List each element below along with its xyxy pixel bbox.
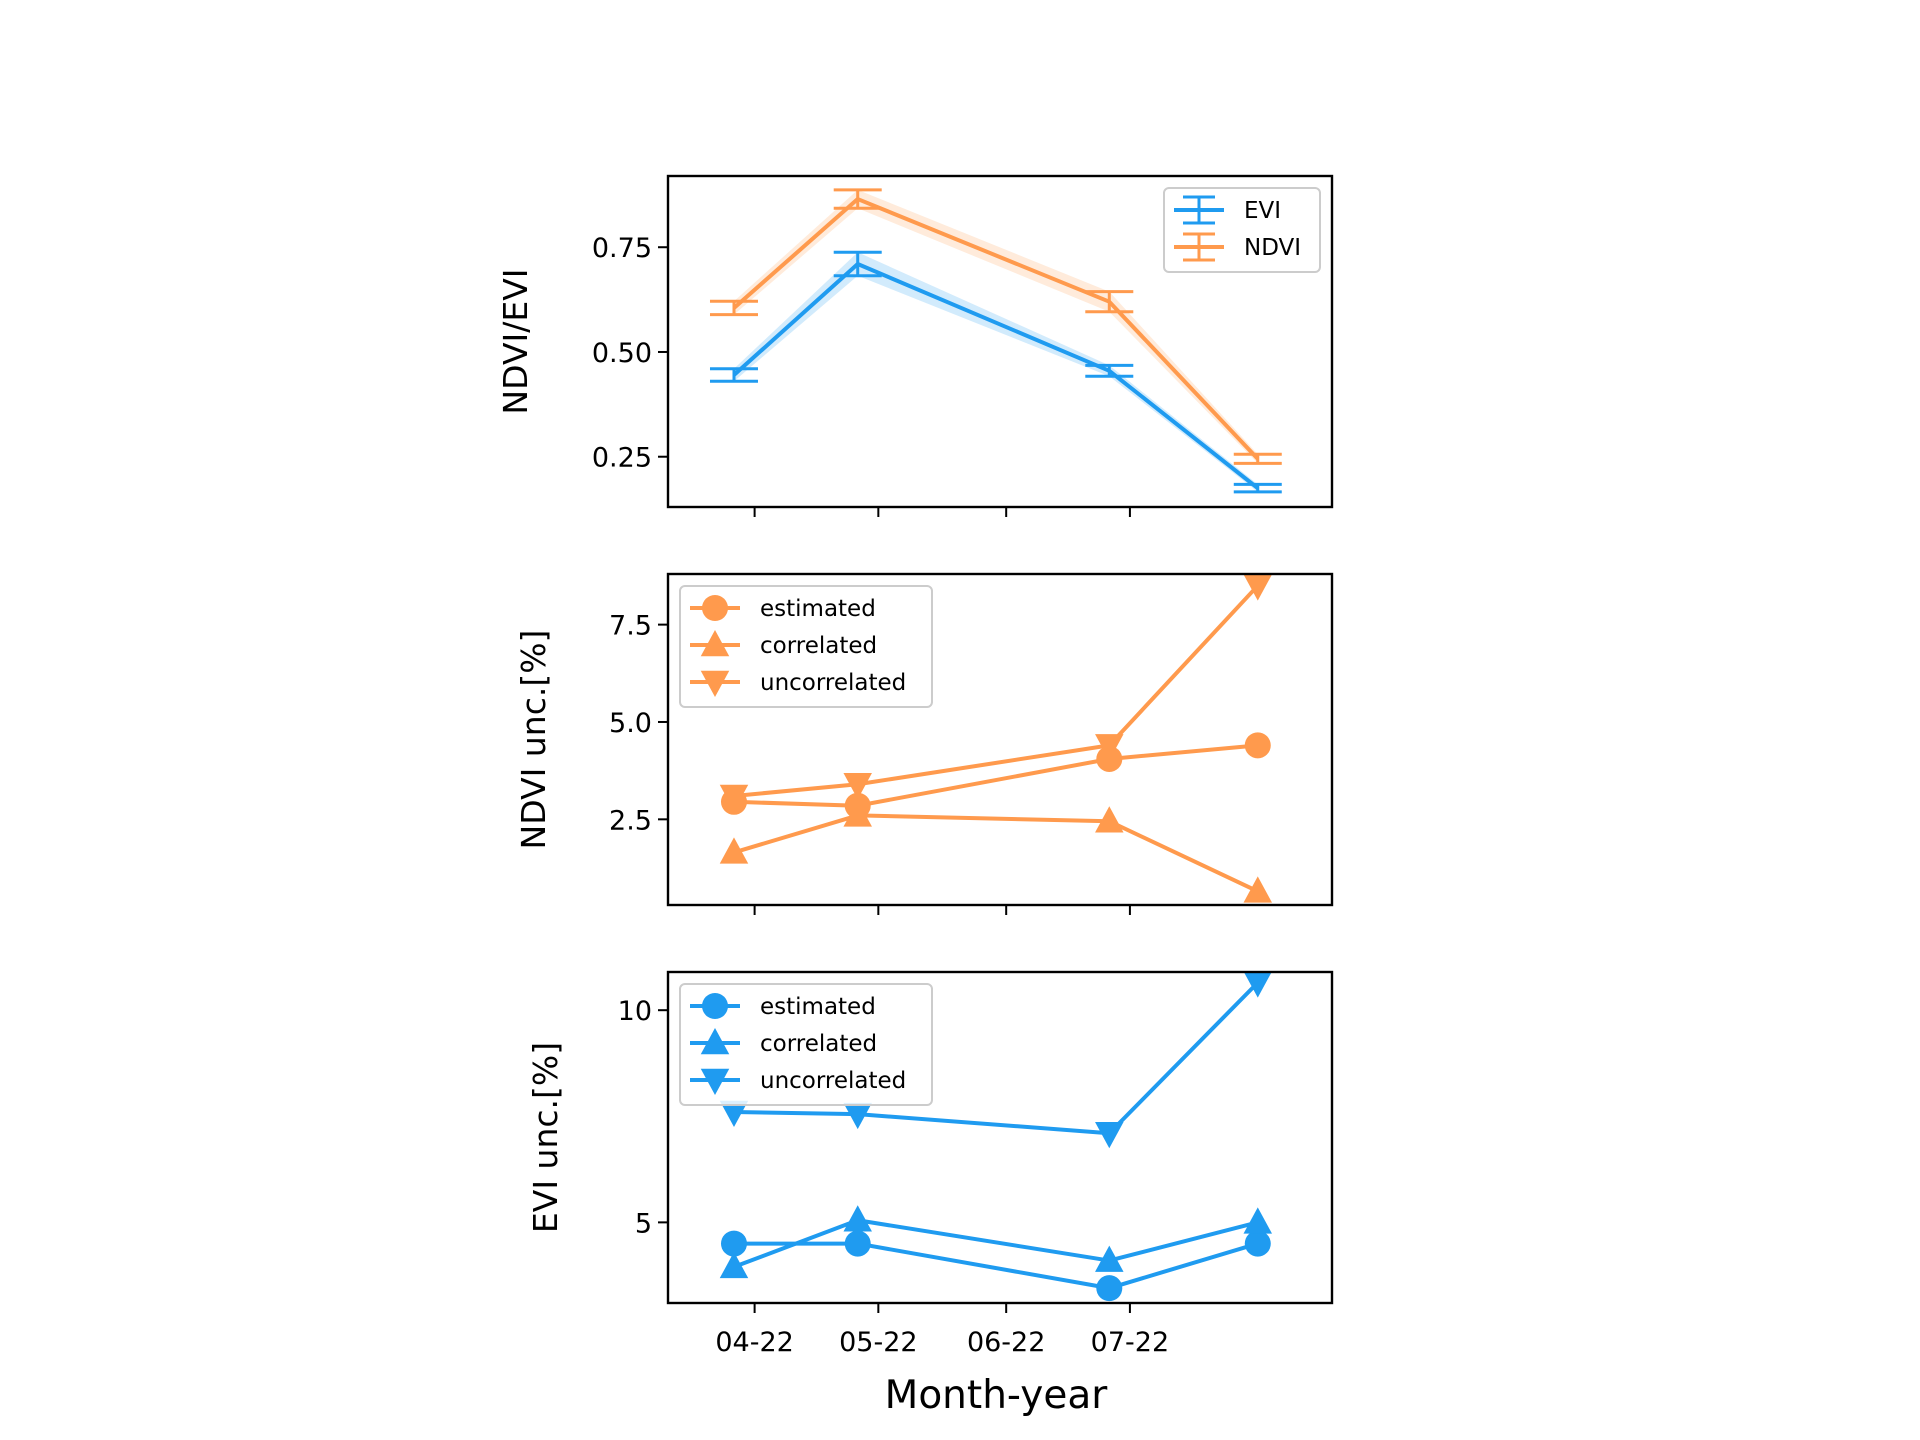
plot-frame bbox=[666, 174, 1334, 509]
data-point bbox=[719, 784, 749, 811]
y-axis-label: NDVI/EVI bbox=[496, 268, 535, 414]
legend-entry: uncorrelated bbox=[690, 1068, 906, 1095]
legend-entry: uncorrelated bbox=[690, 670, 906, 697]
data-point bbox=[843, 1205, 872, 1232]
data-point bbox=[1095, 1122, 1124, 1149]
data-point bbox=[719, 1100, 749, 1128]
series-evi bbox=[709, 250, 1282, 494]
series-line bbox=[733, 813, 1259, 894]
legend-label: estimated bbox=[760, 596, 876, 622]
panel-ndvi-uncertainty: 2.5 5.0 7.5 NDVI unc.[%] estimated correlated… bbox=[514, 572, 1334, 915]
data-point bbox=[843, 773, 872, 800]
y-tick-label: 7.5 bbox=[609, 611, 652, 642]
data-point bbox=[1243, 1207, 1273, 1234]
legend-entry: estimated bbox=[690, 595, 876, 622]
data-point bbox=[843, 1102, 872, 1130]
series-correlated bbox=[719, 800, 1273, 903]
series-ndvi bbox=[709, 188, 1282, 465]
legend-entry: NDVI bbox=[1174, 232, 1301, 262]
series-uncorrelated bbox=[719, 574, 1273, 811]
legend-label: EVI bbox=[1244, 198, 1281, 224]
legend-label: correlated bbox=[760, 1031, 877, 1057]
series-line bbox=[732, 197, 1260, 461]
series-line bbox=[733, 1218, 1259, 1269]
y-tick-label: 5.0 bbox=[609, 708, 652, 739]
x-axis-label: Month-year bbox=[885, 1373, 1109, 1418]
legend-marker bbox=[700, 630, 730, 657]
x-tick-label: 04-22 bbox=[715, 1327, 793, 1358]
series-line bbox=[732, 261, 1260, 490]
data-point bbox=[719, 837, 749, 864]
series-line bbox=[733, 981, 1260, 1136]
series-uncorrelated bbox=[719, 971, 1273, 1149]
data-point bbox=[1096, 1275, 1123, 1302]
y-tick-label: 2.5 bbox=[609, 805, 652, 836]
data-point bbox=[1243, 574, 1273, 601]
y-tick-label: 0.25 bbox=[592, 443, 652, 474]
legend-entry: EVI bbox=[1174, 195, 1281, 225]
y-tick-label: 5 bbox=[635, 1208, 652, 1239]
legend-label: uncorrelated bbox=[760, 1068, 906, 1094]
data-point bbox=[719, 1251, 749, 1279]
series-correlated bbox=[719, 1205, 1273, 1279]
panel-ndvi-evi: 0.25 0.50 0.75 NDVI/EVI EVI NDVI bbox=[496, 174, 1334, 517]
series-line bbox=[733, 1241, 1259, 1291]
data-point bbox=[1095, 1245, 1124, 1272]
y-axis-label: EVI unc.[%] bbox=[526, 1042, 565, 1233]
data-point bbox=[1243, 971, 1273, 998]
legend-marker bbox=[700, 670, 730, 697]
legend: EVI NDVI bbox=[1163, 187, 1321, 273]
series-estimated bbox=[720, 732, 1271, 819]
data-point bbox=[720, 1230, 747, 1257]
legend-entry: correlated bbox=[690, 1028, 877, 1057]
plot-frame bbox=[666, 970, 1334, 1305]
legend-label: uncorrelated bbox=[760, 670, 906, 696]
data-point bbox=[844, 1230, 871, 1257]
legend-marker bbox=[702, 595, 728, 621]
y-tick-label: 0.50 bbox=[592, 338, 652, 369]
series-line bbox=[733, 743, 1258, 808]
x-tick-label: 07-22 bbox=[1091, 1327, 1169, 1358]
data-point bbox=[1244, 1230, 1271, 1257]
panel-evi-uncertainty: 5 10 04-22 05-22 06-22 07-22 EVI unc.[%] estima… bbox=[526, 970, 1334, 1358]
legend-marker bbox=[700, 1068, 730, 1095]
legend-label: estimated bbox=[760, 994, 876, 1020]
x-tick-label: 05-22 bbox=[839, 1327, 917, 1358]
data-point bbox=[1095, 806, 1124, 833]
legend-marker bbox=[702, 993, 728, 1019]
legend-entry: correlated bbox=[690, 630, 877, 659]
legend-label: NDVI bbox=[1244, 235, 1301, 261]
legend-box bbox=[679, 585, 933, 708]
y-tick-label: 0.75 bbox=[592, 233, 652, 264]
series-line bbox=[733, 584, 1260, 798]
legend: estimated correlated uncorrelated bbox=[679, 585, 933, 708]
legend-label: correlated bbox=[760, 633, 877, 659]
y-axis-label: NDVI unc.[%] bbox=[514, 630, 553, 850]
data-point bbox=[843, 800, 872, 827]
y-tick-label: 10 bbox=[618, 996, 652, 1027]
data-point bbox=[1244, 732, 1271, 759]
legend-box bbox=[679, 983, 933, 1106]
data-point bbox=[1095, 734, 1124, 761]
legend: estimated correlated uncorrelated bbox=[679, 983, 933, 1106]
data-point bbox=[1243, 876, 1273, 903]
legend-entry: estimated bbox=[690, 993, 876, 1020]
plot-frame bbox=[666, 572, 1334, 907]
x-tick-label: 06-22 bbox=[967, 1327, 1045, 1358]
legend-marker bbox=[700, 1028, 730, 1055]
